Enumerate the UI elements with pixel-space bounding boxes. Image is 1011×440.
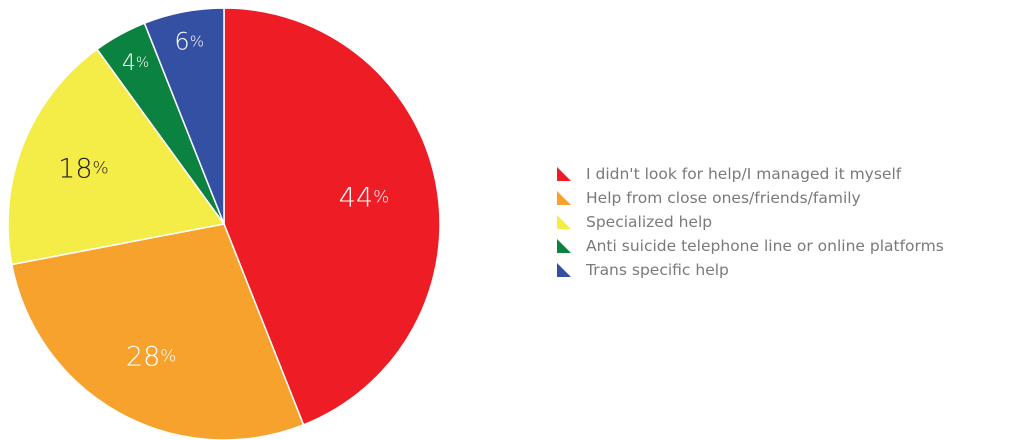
- legend-item: Help from close ones/friends/family: [557, 186, 944, 210]
- legend-swatch-icon: [557, 263, 571, 277]
- slice-value-label: 6%: [174, 28, 204, 56]
- slice-value-label: 28%: [126, 341, 177, 372]
- slice-value-label: 4%: [122, 51, 149, 76]
- legend-item: Anti suicide telephone line or online pl…: [557, 234, 944, 258]
- slice-value-label: 44%: [339, 182, 390, 213]
- pie-slice: [143, 7, 225, 225]
- legend-item: Specialized help: [557, 210, 944, 234]
- legend-label: Trans specific help: [586, 261, 729, 279]
- legend-label: Help from close ones/friends/family: [586, 189, 861, 207]
- pie-slice: [223, 7, 441, 426]
- legend-label: Specialized help: [586, 213, 713, 231]
- pie-slice: [10, 223, 305, 440]
- legend-label: I didn't look for help/I managed it myse…: [586, 165, 902, 183]
- legend-swatch-icon: [557, 215, 571, 229]
- slice-value-label: 18%: [58, 153, 109, 184]
- legend-swatch-icon: [557, 167, 571, 181]
- legend-swatch-icon: [557, 191, 571, 205]
- legend-swatch-icon: [557, 239, 571, 253]
- legend-item: I didn't look for help/I managed it myse…: [557, 162, 944, 186]
- chart-legend: I didn't look for help/I managed it myse…: [557, 162, 944, 282]
- legend-item: Trans specific help: [557, 258, 944, 282]
- pie-slice: [7, 48, 226, 266]
- legend-label: Anti suicide telephone line or online pl…: [586, 237, 944, 255]
